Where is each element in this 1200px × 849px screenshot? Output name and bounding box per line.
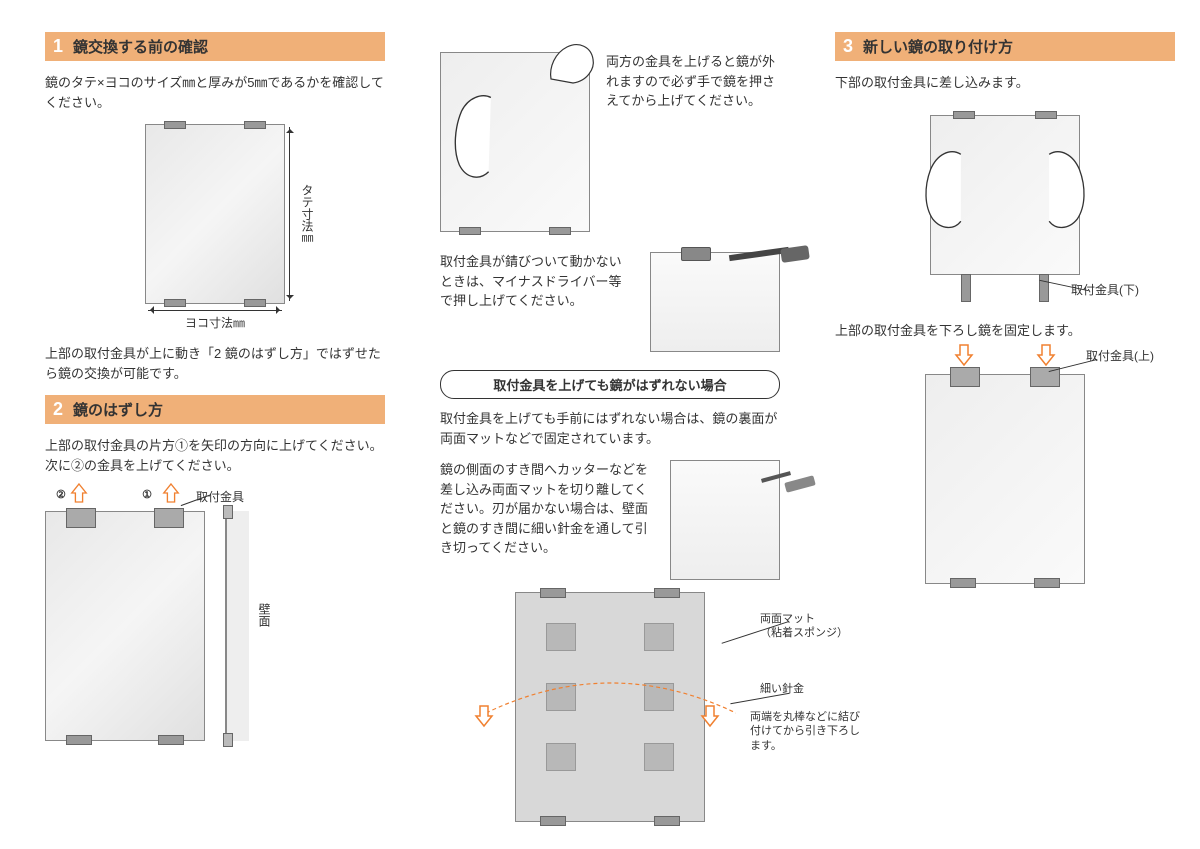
section-2-p1: 上部の取付金具の片方①を矢印の方向に上げてください。次に②の金具を上げてください… <box>45 436 385 475</box>
section-1-heading: 鏡交換する前の確認 <box>73 36 208 57</box>
bracket-icon <box>950 578 976 588</box>
top-hook-icon <box>223 505 233 519</box>
wire-label-main: 細い針金 <box>760 683 804 695</box>
bracket-icon <box>158 735 184 745</box>
bracket-icon <box>459 227 481 235</box>
adhesive-pad-icon <box>644 743 674 771</box>
bottom-bracket-icon <box>961 274 971 302</box>
bracket-icon <box>244 121 266 129</box>
arrow-down-icon <box>700 702 720 731</box>
mirror-rect: タテ寸法㎜ ヨコ寸法㎜ <box>145 124 285 304</box>
wire-label: 細い針金 <box>760 682 860 696</box>
top-bracket-label: 取付金具(上) <box>1086 347 1154 364</box>
hand-icon <box>547 39 597 89</box>
install-diagram: 取付金具(下) <box>910 105 1100 295</box>
column-3: 3 新しい鏡の取り付け方 下部の取付金具に差し込みます。 取付金具(下) 上部の… <box>835 32 1175 584</box>
section-1-title: 1 鏡交換する前の確認 <box>45 32 385 61</box>
mirror-front-view: ② ① 取付金具 <box>45 511 205 741</box>
mirror-rect: 取付金具(下) <box>930 115 1080 275</box>
clip-label: 取付金具 <box>196 488 244 505</box>
wire-label-sub: 両端を丸棒などに結び付けてから引き下ろします。 <box>750 710 860 753</box>
bracket-icon <box>164 121 186 129</box>
bracket-icon <box>1034 578 1060 588</box>
cutter-row: 鏡の側面のすき間へカッターなどを差し込み両面マットを切り離してください。刃が届か… <box>440 460 780 580</box>
arrow-up-icon <box>70 482 88 504</box>
section-3-title: 3 新しい鏡の取り付け方 <box>835 32 1175 61</box>
mirror-size-diagram: タテ寸法㎜ ヨコ寸法㎜ <box>45 124 385 304</box>
cutter-handle-icon <box>784 475 816 492</box>
bracket-icon <box>1035 111 1057 119</box>
bracket-icon <box>549 227 571 235</box>
hold-mirror-text: 両方の金具を上げると鏡が外れますので必ず手で鏡を押さえてから上げてください。 <box>606 52 780 238</box>
fix-diagram: 取付金具(上) <box>925 374 1085 584</box>
section-1-p1: 鏡のタテ×ヨコのサイズ㎜と厚みが5㎜であるかを確認してください。 <box>45 73 385 112</box>
arrow-down-icon <box>1036 341 1056 370</box>
mat-label-main: 両面マット <box>760 613 815 625</box>
hold-mirror-row: 両方の金具を上げると鏡が外れますので必ず手で鏡を押さえてから上げてください。 <box>440 52 780 238</box>
horizontal-dimension: ヨコ寸法㎜ <box>146 314 284 331</box>
mat-label-sub: （粘着スポンジ） <box>760 627 848 639</box>
mat-label: 両面マット （粘着スポンジ） <box>760 612 860 642</box>
mirror-back-view <box>515 592 705 822</box>
section-2-number: 2 <box>53 399 63 420</box>
fix-diagram-wrap: 取付金具(上) <box>835 374 1175 584</box>
screwdriver-text: 取付金具が錆びついて動かないときは、マイナスドライバー等で押し上げてください。 <box>440 252 634 352</box>
top-clip-icon <box>154 508 184 528</box>
cutter-blade-icon <box>761 471 791 483</box>
bracket-icon <box>540 588 566 598</box>
screwdriver-handle-icon <box>780 245 810 263</box>
mirror-side-view: 壁面 <box>225 511 249 741</box>
bracket-icon <box>540 816 566 826</box>
note-p1: 取付金具を上げても手前にはずれない場合は、鏡の裏面が両面マットなどで固定されてい… <box>440 409 780 448</box>
note-box-title: 取付金具を上げても鏡がはずれない場合 <box>440 370 780 399</box>
cutter-diagram <box>670 460 780 580</box>
step-number-2: ② <box>56 488 66 501</box>
bracket-icon <box>953 111 975 119</box>
adhesive-pad-icon <box>546 743 576 771</box>
back-view-wrap: 両面マット （粘着スポンジ） 細い針金 両端を丸棒などに結び付けてから引き下ろし… <box>440 592 780 822</box>
wire-icon <box>486 663 736 723</box>
vertical-dim-label: タテ寸法㎜ <box>299 184 316 244</box>
arrow-down-icon <box>954 341 974 370</box>
column-2: 両方の金具を上げると鏡が外れますので必ず手で鏡を押さえてから上げてください。 取… <box>440 52 780 822</box>
top-clip-icon <box>950 367 980 387</box>
wall-label: 壁面 <box>256 603 273 627</box>
vertical-dimension: タテ寸法㎜ <box>281 125 316 303</box>
bracket-icon <box>654 816 680 826</box>
section-2-title: 2 鏡のはずし方 <box>45 395 385 424</box>
column-1: 1 鏡交換する前の確認 鏡のタテ×ヨコのサイズ㎜と厚みが5㎜であるかを確認してく… <box>45 32 385 741</box>
hold-mirror-diagram <box>440 52 590 232</box>
hand-icon <box>1047 146 1101 236</box>
section-3-heading: 新しい鏡の取り付け方 <box>863 36 1013 57</box>
cutter-text: 鏡の側面のすき間へカッターなどを差し込み両面マットを切り離してください。刃が届か… <box>440 460 654 580</box>
hand-icon <box>435 93 495 183</box>
section-2-heading: 鏡のはずし方 <box>73 399 163 420</box>
top-clip-icon <box>66 508 96 528</box>
bottom-bracket-icon <box>1039 274 1049 302</box>
arrow-up-icon <box>162 482 180 504</box>
adhesive-pad-icon <box>546 623 576 651</box>
hand-icon <box>909 146 963 236</box>
section-3-p1: 下部の取付金具に差し込みます。 <box>835 73 1175 93</box>
section-1-number: 1 <box>53 36 63 57</box>
bottom-bracket-label: 取付金具(下) <box>1071 281 1139 298</box>
bracket-icon <box>164 299 186 307</box>
bottom-hook-icon <box>223 733 233 747</box>
adhesive-pad-icon <box>644 623 674 651</box>
arrow-down-icon <box>474 702 494 731</box>
section-1-p2: 上部の取付金具が上に動き「2 鏡のはずし方」ではずせたら鏡の交換が可能です。 <box>45 344 385 383</box>
screwdriver-diagram <box>650 252 780 352</box>
bracket-icon <box>66 735 92 745</box>
screwdriver-row: 取付金具が錆びついて動かないときは、マイナスドライバー等で押し上げてください。 <box>440 252 780 352</box>
section-3-p2: 上部の取付金具を下ろし鏡を固定します。 <box>835 321 1175 341</box>
removal-diagram: ② ① 取付金具 壁面 <box>45 511 385 741</box>
bracket-icon <box>244 299 266 307</box>
bracket-icon <box>654 588 680 598</box>
section-3-number: 3 <box>843 36 853 57</box>
horizontal-dim-label: ヨコ寸法㎜ <box>185 316 245 330</box>
step-number-1: ① <box>142 488 152 501</box>
clip-icon <box>681 247 711 261</box>
